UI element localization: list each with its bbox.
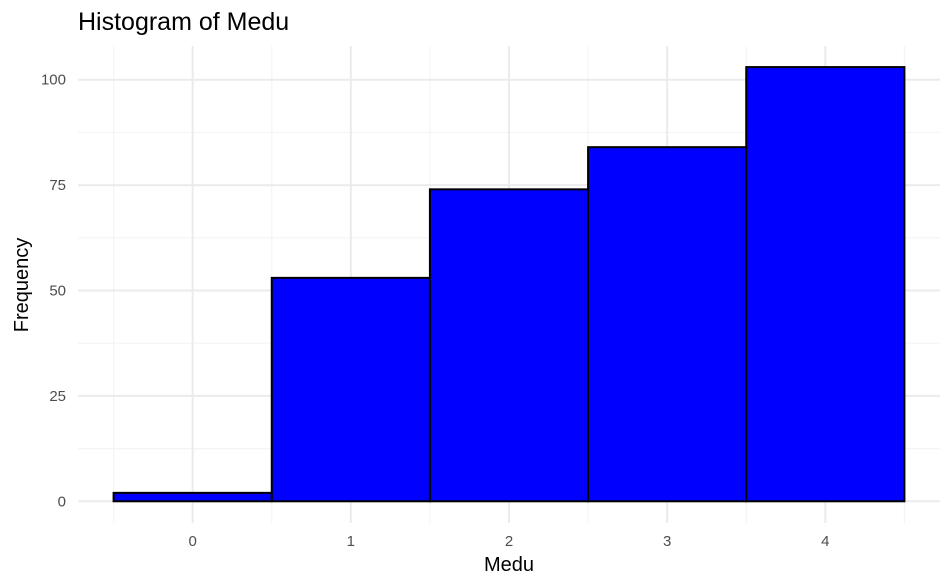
histogram-bars [112,66,906,503]
x-axis-title: Medu [484,554,534,576]
x-tick-label: 1 [347,533,355,550]
histogram-bar [112,491,273,503]
y-axis-title: Frequency [11,238,33,333]
histogram-bar [745,66,906,503]
chart-title: Histogram of Medu [78,8,289,36]
histogram-bar [587,146,748,503]
histogram-bar [428,188,590,503]
y-tick-label: 100 [41,72,66,89]
x-tick-label: 0 [188,533,196,550]
histogram-bar [270,276,431,503]
y-tick-label: 50 [49,283,66,300]
y-axis-tick-labels: 0 25 50 75 100 [41,72,66,511]
x-tick-label: 2 [505,533,513,550]
y-tick-label: 25 [49,388,66,405]
x-tick-label: 3 [663,533,671,550]
y-tick-label: 75 [49,177,66,194]
x-axis-tick-labels: 0 1 2 3 4 [188,533,829,550]
x-tick-label: 4 [821,533,829,550]
y-tick-label: 0 [58,493,66,510]
